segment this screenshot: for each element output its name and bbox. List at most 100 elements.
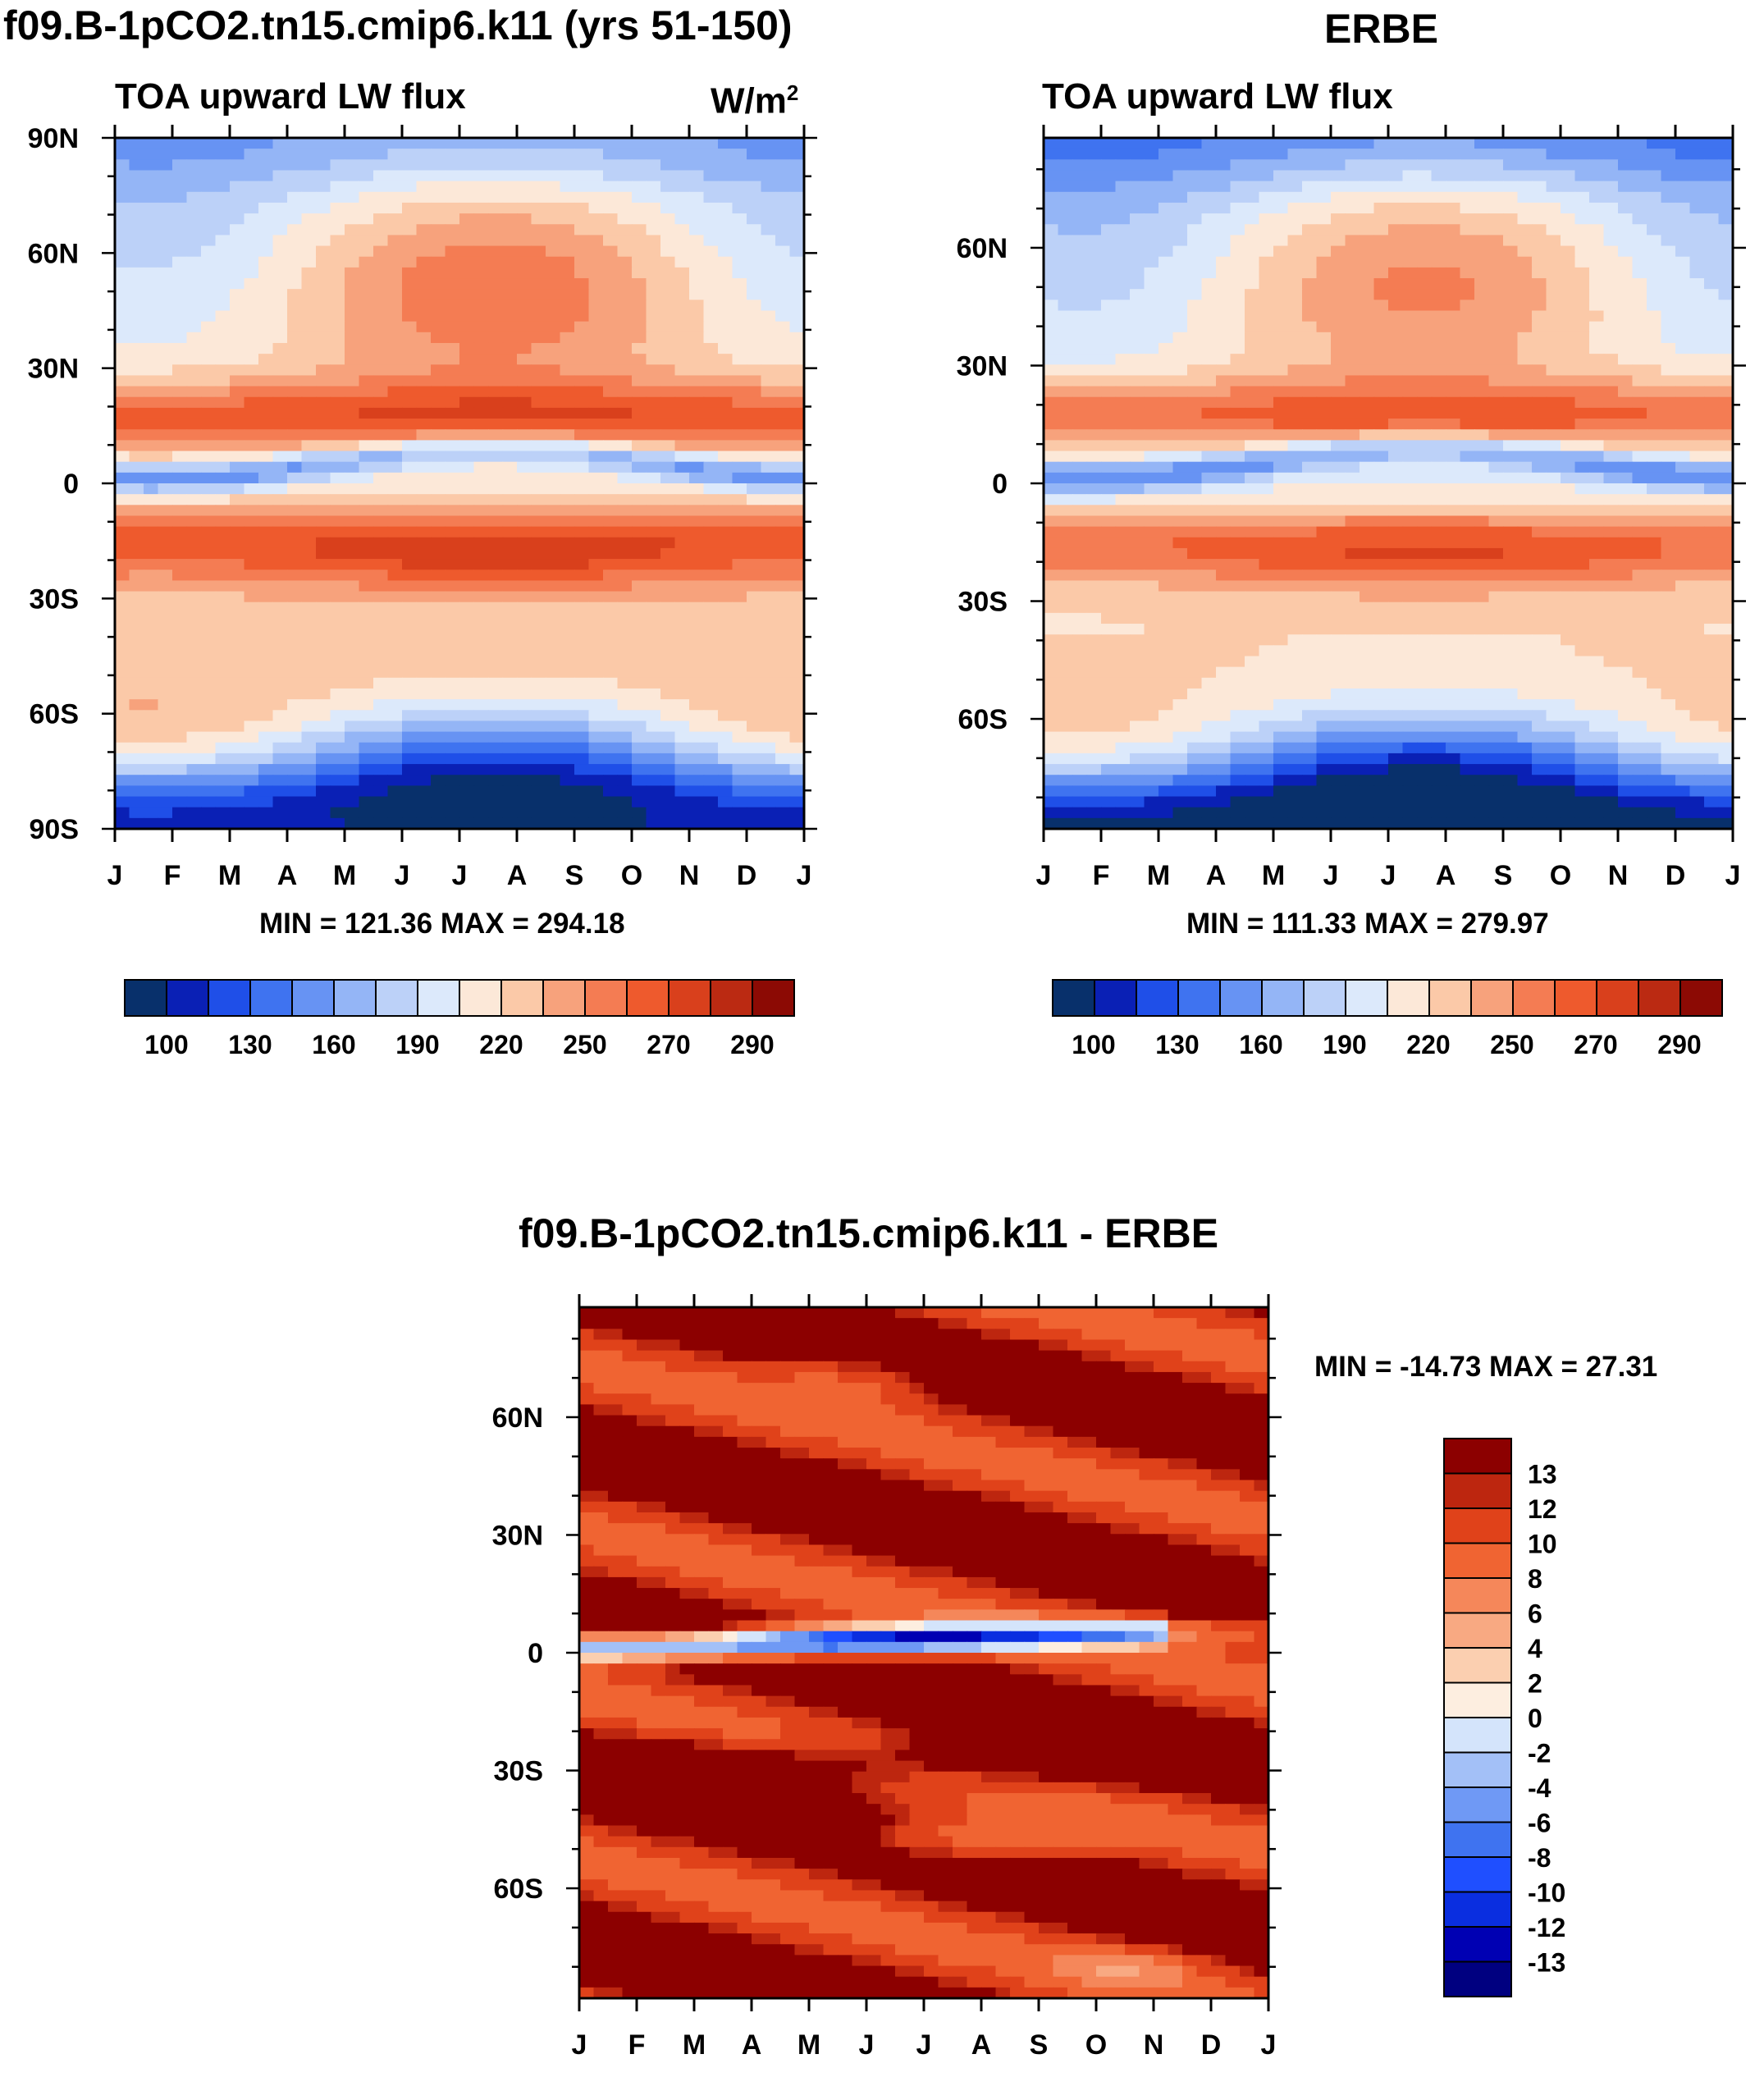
model-cell xyxy=(689,537,705,549)
obs-cell xyxy=(1302,537,1318,549)
model-cell xyxy=(646,645,661,657)
model-cell xyxy=(359,483,374,495)
obs-cell xyxy=(1517,440,1533,452)
model-cell xyxy=(158,742,173,754)
model-cell xyxy=(115,278,130,290)
obs-cell xyxy=(1230,515,1245,528)
obs-cell xyxy=(1044,159,1059,172)
obs-cell xyxy=(1431,289,1446,301)
obs-cell xyxy=(1546,245,1561,258)
obs-cell xyxy=(1661,245,1676,258)
model-cell xyxy=(359,332,374,344)
obs-cell xyxy=(1044,149,1059,161)
obs-cell xyxy=(1373,181,1389,193)
obs-cell xyxy=(1402,419,1418,430)
model-cell xyxy=(373,354,389,365)
obs-cell xyxy=(1331,505,1346,517)
model-cell xyxy=(359,429,374,441)
obs-cell xyxy=(1245,149,1260,161)
model-cell xyxy=(775,591,791,603)
model-cell xyxy=(129,191,144,204)
model-cell xyxy=(230,764,245,775)
model-cell xyxy=(373,666,389,679)
model-cell xyxy=(517,796,532,808)
model-cell xyxy=(272,170,288,182)
obs-cell xyxy=(1532,181,1547,193)
model-cell xyxy=(230,753,245,765)
model-cell xyxy=(546,461,561,474)
model-cell xyxy=(287,149,303,161)
model-cell xyxy=(574,256,590,268)
model-cell xyxy=(272,666,288,679)
obs-cell xyxy=(1603,440,1619,452)
obs-cell xyxy=(1503,407,1519,419)
model-cell xyxy=(488,170,504,182)
obs-cell xyxy=(1044,515,1059,528)
model-cell xyxy=(272,342,288,355)
model-cell xyxy=(129,386,144,398)
model-cell xyxy=(789,710,805,722)
model-cell xyxy=(603,753,619,765)
model-cell xyxy=(272,332,288,344)
obs-cell xyxy=(1172,505,1188,517)
model-cell xyxy=(603,342,619,355)
obs-cell xyxy=(1130,429,1145,441)
obs-cell xyxy=(1388,396,1404,409)
model-cell xyxy=(747,159,762,172)
model-cell xyxy=(603,677,619,689)
obs-cell xyxy=(1201,245,1217,258)
model-cell xyxy=(703,170,719,182)
model-cell xyxy=(603,559,619,570)
obs-cell xyxy=(1460,364,1475,377)
model-cell xyxy=(603,364,619,377)
model-cell xyxy=(416,235,432,247)
obs-cell xyxy=(1718,235,1734,247)
model-cell xyxy=(230,775,245,787)
model-cell xyxy=(158,710,173,722)
obs-cell xyxy=(1647,300,1662,312)
model-cell xyxy=(230,526,245,538)
model-cell xyxy=(703,666,719,679)
obs-cell xyxy=(1647,256,1662,268)
obs-cell xyxy=(1488,505,1504,517)
model-cell xyxy=(517,612,532,624)
model-cell xyxy=(431,666,446,679)
model-cell xyxy=(215,375,231,387)
obs-cell xyxy=(1503,461,1519,474)
model-cell xyxy=(502,289,518,301)
model-cell xyxy=(546,807,561,819)
model-cell xyxy=(431,159,446,172)
model-cell xyxy=(316,591,331,603)
obs-cell xyxy=(1661,494,1676,506)
obs-cell xyxy=(1417,149,1433,161)
obs-cell xyxy=(1503,526,1519,538)
obs-cell xyxy=(1216,419,1232,430)
obs-cell xyxy=(1144,505,1159,517)
obs-cell xyxy=(1187,354,1203,365)
model-cell xyxy=(115,785,130,798)
model-cell xyxy=(215,138,231,149)
model-cell xyxy=(473,472,489,484)
obs-cell xyxy=(1345,278,1360,290)
obs-cell xyxy=(1187,149,1203,161)
model-cell xyxy=(215,602,231,614)
obs-cell xyxy=(1144,300,1159,312)
model-cell xyxy=(761,472,776,484)
model-cell xyxy=(186,602,202,614)
model-cell xyxy=(215,245,231,258)
model-cell xyxy=(660,796,676,808)
model-cell xyxy=(775,526,791,538)
obs-cell xyxy=(1058,289,1073,301)
obs-cell xyxy=(1072,170,1088,182)
model-cell xyxy=(560,321,575,333)
model-cell xyxy=(674,375,690,387)
model-cell xyxy=(574,677,590,689)
obs-cell xyxy=(1230,386,1245,398)
model-cell xyxy=(473,591,489,603)
obs-cell xyxy=(1618,149,1634,161)
model-cell xyxy=(473,440,489,452)
obs-cell xyxy=(1058,537,1073,549)
obs-cell xyxy=(1589,138,1605,149)
model-cell xyxy=(789,278,805,290)
model-cell xyxy=(689,494,705,506)
